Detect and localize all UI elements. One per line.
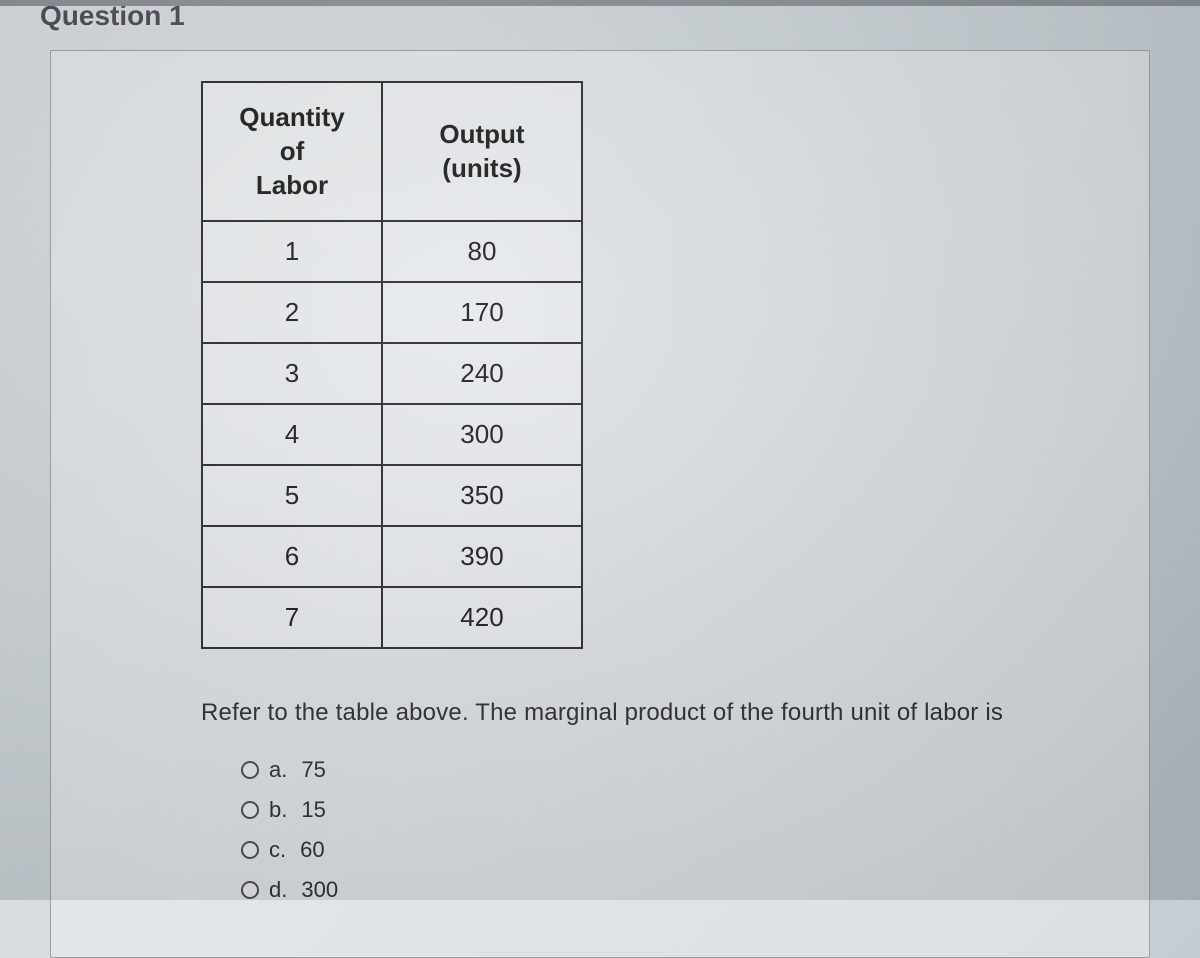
table-header-row: Quantity ofLabor Output (units)	[202, 82, 582, 221]
cell-output: 300	[382, 404, 582, 465]
option-letter: b.	[269, 797, 287, 823]
col-header-output-text: Output (units)	[439, 119, 524, 183]
cell-qty: 4	[202, 404, 382, 465]
question-card: Quantity ofLabor Output (units) 1 80 2 1…	[50, 50, 1150, 958]
option-a[interactable]: a. 75	[241, 757, 1049, 783]
table-row: 2 170	[202, 282, 582, 343]
col-header-output: Output (units)	[382, 82, 582, 221]
option-letter: d.	[269, 877, 287, 903]
option-value: 300	[301, 877, 338, 903]
labor-output-table: Quantity ofLabor Output (units) 1 80 2 1…	[201, 81, 583, 649]
option-c[interactable]: c. 60	[241, 837, 1049, 863]
table-row: 6 390	[202, 526, 582, 587]
table-row: 3 240	[202, 343, 582, 404]
cell-qty: 3	[202, 343, 382, 404]
cell-output: 420	[382, 587, 582, 648]
window-top-edge	[0, 0, 1200, 6]
radio-icon[interactable]	[241, 801, 259, 819]
table-row: 7 420	[202, 587, 582, 648]
col-header-qty-labor-text: Quantity ofLabor	[239, 102, 344, 200]
cell-output: 240	[382, 343, 582, 404]
cell-output: 170	[382, 282, 582, 343]
radio-icon[interactable]	[241, 761, 259, 779]
radio-icon[interactable]	[241, 881, 259, 899]
cell-qty: 5	[202, 465, 382, 526]
cell-qty: 2	[202, 282, 382, 343]
question-prompt: Refer to the table above. The marginal p…	[201, 699, 1049, 727]
option-value: 15	[301, 797, 325, 823]
cell-output: 350	[382, 465, 582, 526]
radio-icon[interactable]	[241, 841, 259, 859]
option-d[interactable]: d. 300	[241, 877, 1049, 903]
col-header-qty-labor: Quantity ofLabor	[202, 82, 382, 221]
option-b[interactable]: b. 15	[241, 797, 1049, 823]
table-row: 1 80	[202, 221, 582, 282]
cell-qty: 1	[202, 221, 382, 282]
option-letter: a.	[269, 757, 287, 783]
question-number-header: Question 1	[0, 0, 1200, 40]
option-letter: c.	[269, 837, 286, 863]
cell-qty: 6	[202, 526, 382, 587]
cell-output: 390	[382, 526, 582, 587]
cell-qty: 7	[202, 587, 382, 648]
cell-output: 80	[382, 221, 582, 282]
answer-options: a. 75 b. 15 c. 60 d. 300	[241, 757, 1049, 903]
table-row: 4 300	[202, 404, 582, 465]
option-value: 60	[300, 837, 324, 863]
table-row: 5 350	[202, 465, 582, 526]
option-value: 75	[301, 757, 325, 783]
